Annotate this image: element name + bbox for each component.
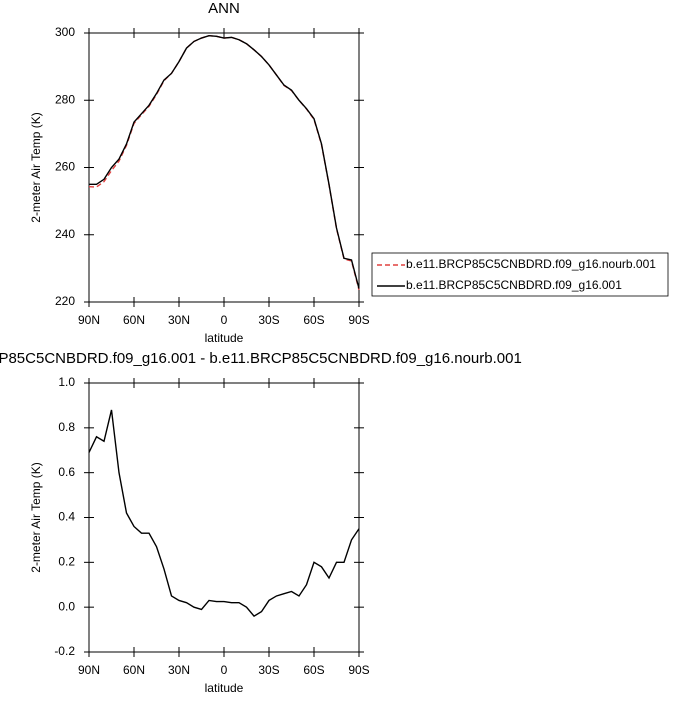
y-tick-label: 0.6 [58, 465, 75, 479]
x-tick-label: 30N [168, 313, 190, 327]
y-tick-label: 260 [55, 160, 75, 174]
y-axis-label: 2-meter Air Temp (K) [29, 112, 43, 222]
y-tick-label: -0.2 [54, 644, 75, 658]
y-tick-label: 0.4 [58, 510, 75, 524]
y-tick-label: 0.8 [58, 420, 75, 434]
x-tick-label: 60N [123, 663, 145, 677]
x-tick-label: 30S [258, 663, 279, 677]
line [89, 34, 360, 289]
y-tick-label: 300 [55, 25, 75, 39]
legend-label: b.e11.BRCP85C5CNBDRD.f09_g16.001 [406, 278, 622, 292]
x-tick-label: 60S [303, 313, 324, 327]
x-axis-label: latitude [205, 331, 244, 345]
chart-title: ANN [208, 0, 240, 17]
y-tick-label: 0.2 [58, 555, 75, 569]
y-tick-label: 280 [55, 92, 75, 106]
legend-box [371, 252, 669, 297]
x-axis-label: latitude [205, 681, 244, 695]
plot-frame [88, 382, 360, 653]
y-axis-label: 2-meter Air Temp (K) [29, 462, 43, 572]
x-tick-label: 60N [123, 313, 145, 327]
x-tick-label: 30N [168, 663, 190, 677]
y-tick-label: 220 [55, 294, 75, 308]
line [88, 409, 360, 618]
x-tick-label: 90N [78, 313, 100, 327]
line [88, 34, 360, 291]
x-tick-label: 90N [78, 663, 100, 677]
legend-label: b.e11.BRCP85C5CNBDRD.f09_g16.nourb.001 [406, 257, 656, 271]
y-tick-label: 240 [55, 227, 75, 241]
x-tick-label: 90S [348, 313, 369, 327]
x-tick-label: 0 [221, 663, 228, 677]
plot-frame [88, 32, 360, 303]
x-tick-label: 90S [348, 663, 369, 677]
x-tick-label: 0 [221, 313, 228, 327]
x-tick-label: 30S [258, 313, 279, 327]
y-tick-label: 0.0 [58, 599, 75, 613]
chart-title: b.e11.BRCP85C5CNBDRD.f09_g16.001 - b.e11… [0, 350, 522, 367]
y-tick-label: 1.0 [58, 375, 75, 389]
x-tick-label: 60S [303, 663, 324, 677]
